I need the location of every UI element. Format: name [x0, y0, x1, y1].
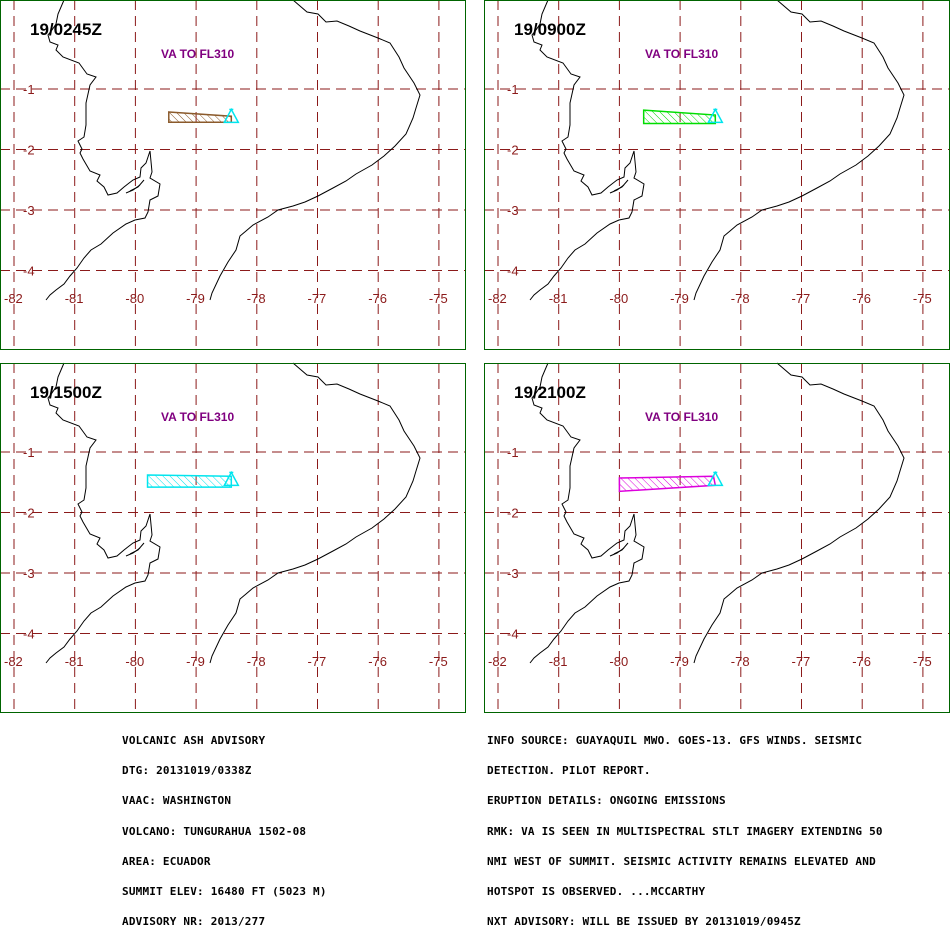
latitude-tick-label: -4 [507, 627, 519, 642]
longitude-tick-label: -76 [368, 291, 387, 306]
ash-cloud-polygon [618, 475, 717, 493]
ash-level-label: VA TO FL310 [161, 410, 234, 424]
advisory-line: VOLCANO: TUNGURAHUA 1502-08 [122, 824, 307, 838]
longitude-tick-label: -79 [670, 654, 689, 669]
longitude-tick-label: -76 [852, 291, 871, 306]
forecast-panels: -82 -81 -80 -79 -78 -77 -76 -75 -1 -2 -3 -4 19/0245Z… [0, 0, 950, 713]
longitude-tick-label: -79 [670, 291, 689, 306]
coastline [129, 179, 145, 192]
volcano-triangle-icon [707, 470, 724, 487]
longitude-tick-label: -81 [65, 654, 84, 669]
map-panel: -82 -81 -80 -79 -78 -77 -76 -75 -1 -2 -3 -4 19/2100Z… [484, 362, 950, 713]
longitude-tick-label: -75 [429, 291, 448, 306]
country-border [209, 0, 421, 301]
forecast-time-label: 19/2100Z [514, 383, 586, 402]
advisory-remarks-text: INFO SOURCE: GUAYAQUIL MWO. GOES-13. GFS… [487, 716, 883, 937]
coastline [529, 362, 645, 664]
longitude-tick-label: -79 [186, 654, 205, 669]
advisory-line: HOTSPOT IS OBSERVED. ...MCCARTHY [487, 884, 706, 898]
country-border [209, 362, 421, 664]
advisory-line: VAAC: WASHINGTON [122, 794, 232, 808]
volcano-triangle-icon [223, 470, 240, 487]
longitude-tick-label: -79 [186, 291, 205, 306]
country-border [693, 362, 905, 664]
map-panel: -82 -81 -80 -79 -78 -77 -76 -75 -1 -2 -3 -4 19/0245Z… [0, 0, 466, 350]
latitude-tick-label: -3 [23, 203, 35, 218]
longitude-tick-label: -82 [488, 291, 507, 306]
advisory-line: NMI WEST OF SUMMIT. SEISMIC ACTIVITY REM… [487, 854, 876, 868]
latitude-tick-label: -2 [23, 143, 35, 158]
ash-cloud-polygon [168, 111, 233, 124]
latitude-tick-label: -2 [507, 506, 519, 521]
longitude-tick-label: -75 [913, 291, 932, 306]
longitude-tick-label: -82 [4, 654, 23, 669]
longitude-tick-label: -75 [429, 654, 448, 669]
longitude-tick-label: -81 [549, 291, 568, 306]
forecast-time-label: 19/0245Z [30, 20, 102, 39]
longitude-tick-label: -78 [731, 654, 750, 669]
advisory-line: INFO SOURCE: GUAYAQUIL MWO. GOES-13. GFS… [487, 734, 863, 747]
coastline [45, 0, 161, 301]
advisory-line: DETECTION. PILOT REPORT. [487, 764, 651, 778]
latitude-tick-label: -3 [23, 566, 35, 581]
longitude-tick-label: -75 [913, 654, 932, 669]
advisory-line: AREA: ECUADOR [122, 854, 211, 868]
advisory-line: ERUPTION DETAILS: ONGOING EMISSIONS [487, 794, 726, 808]
coastline [529, 0, 645, 301]
longitude-tick-label: -78 [731, 291, 750, 306]
advisory-line: DTG: 20131019/0338Z [122, 764, 252, 778]
longitude-tick-label: -76 [852, 654, 871, 669]
advisory-header-text: VOLCANIC ASH ADVISORY DTG: 20131019/0338… [122, 716, 327, 937]
latitude-tick-label: -1 [23, 82, 35, 97]
latitude-tick-label: -1 [507, 445, 519, 460]
longitude-tick-label: -77 [308, 654, 327, 669]
ash-cloud-polygon [146, 474, 233, 488]
latitude-tick-label: -3 [507, 203, 519, 218]
latitude-tick-label: -3 [507, 566, 519, 581]
latitude-tick-label: -2 [507, 143, 519, 158]
coastline [613, 179, 629, 192]
volcano-triangle-icon [707, 107, 724, 124]
latitude-tick-label: -1 [507, 82, 519, 97]
longitude-tick-label: -80 [609, 291, 628, 306]
panel-frame [0, 363, 466, 713]
latitude-tick-label: -4 [23, 627, 35, 642]
ash-level-label: VA TO FL310 [161, 47, 234, 61]
ash-level-label: VA TO FL310 [645, 410, 718, 424]
ash-cloud-polygon [642, 109, 717, 125]
forecast-time-label: 19/0900Z [514, 20, 586, 39]
longitude-tick-label: -78 [247, 291, 266, 306]
forecast-time-label: 19/1500Z [30, 383, 102, 402]
longitude-tick-label: -80 [609, 654, 628, 669]
map-panel: -82 -81 -80 -79 -78 -77 -76 -75 -1 -2 -3 -4 19/0900Z… [484, 0, 950, 350]
longitude-tick-label: -82 [488, 654, 507, 669]
advisory-line: ADVISORY NR: 2013/277 [122, 915, 266, 929]
longitude-tick-label: -81 [549, 654, 568, 669]
latitude-tick-label: -1 [23, 445, 35, 460]
longitude-tick-label: -77 [308, 291, 327, 306]
coastline [613, 542, 629, 555]
latitude-tick-label: -4 [23, 264, 35, 279]
advisory-line: NXT ADVISORY: WILL BE ISSUED BY 20131019… [487, 915, 801, 929]
longitude-tick-label: -81 [65, 291, 84, 306]
longitude-tick-label: -80 [125, 654, 144, 669]
coastline [45, 362, 161, 664]
latitude-tick-label: -4 [507, 264, 519, 279]
ash-level-label: VA TO FL310 [645, 47, 718, 61]
longitude-tick-label: -77 [792, 654, 811, 669]
panel-frame [0, 0, 466, 350]
longitude-tick-label: -77 [792, 291, 811, 306]
advisory-line: SUMMIT ELEV: 16480 FT (5023 M) [122, 884, 327, 898]
longitude-tick-label: -82 [4, 291, 23, 306]
longitude-tick-label: -76 [368, 654, 387, 669]
longitude-tick-label: -78 [247, 654, 266, 669]
map-panel: -82 -81 -80 -79 -78 -77 -76 -75 -1 -2 -3 -4 19/1500Z… [0, 362, 466, 713]
longitude-tick-label: -80 [125, 291, 144, 306]
latitude-tick-label: -2 [23, 506, 35, 521]
country-border [693, 0, 905, 301]
volcano-triangle-icon [223, 107, 240, 124]
coastline [129, 542, 145, 555]
advisory-line: VOLCANIC ASH ADVISORY [122, 734, 266, 747]
advisory-line: RMK: VA IS SEEN IN MULTISPECTRAL STLT IM… [487, 824, 883, 838]
